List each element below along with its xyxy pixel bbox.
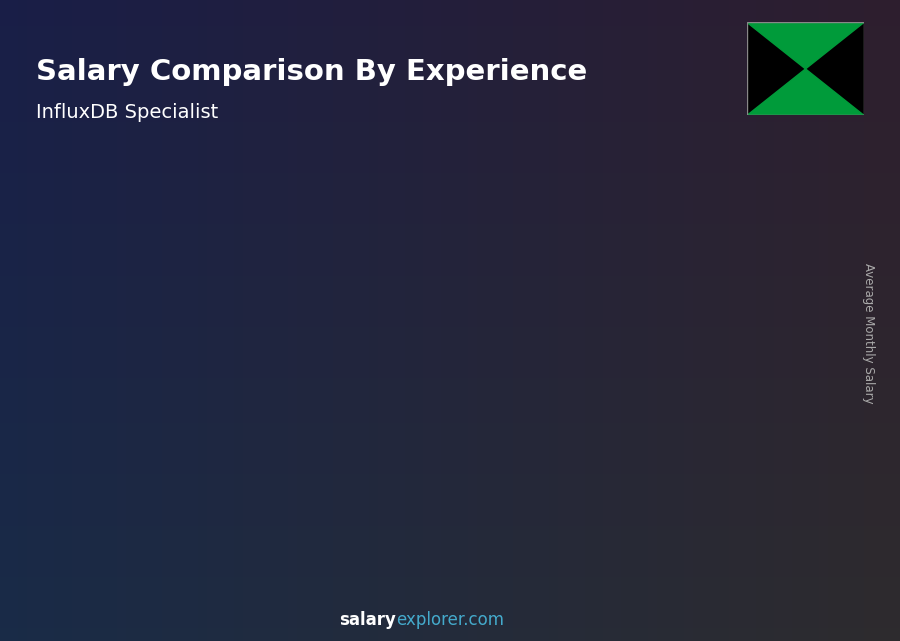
- Polygon shape: [744, 156, 757, 554]
- Polygon shape: [388, 343, 400, 554]
- Polygon shape: [446, 298, 449, 554]
- Bar: [207, 429, 269, 554]
- Polygon shape: [269, 413, 281, 554]
- Polygon shape: [446, 282, 518, 298]
- Polygon shape: [747, 22, 806, 115]
- Polygon shape: [626, 221, 637, 554]
- Polygon shape: [564, 238, 568, 554]
- Text: 0 JMD: 0 JMD: [223, 394, 261, 407]
- Text: salary: salary: [339, 611, 396, 629]
- Polygon shape: [326, 343, 400, 359]
- Bar: [564, 238, 625, 554]
- Text: 0 JMD: 0 JMD: [342, 324, 380, 337]
- Polygon shape: [150, 464, 162, 554]
- Text: 0 JMD: 0 JMD: [698, 138, 736, 151]
- Polygon shape: [207, 429, 211, 554]
- Polygon shape: [207, 413, 281, 429]
- Polygon shape: [507, 282, 518, 554]
- Text: Average Monthly Salary: Average Monthly Salary: [862, 263, 875, 404]
- Text: 0 JMD: 0 JMD: [461, 263, 499, 276]
- Polygon shape: [564, 221, 637, 238]
- Text: +nan%: +nan%: [170, 360, 236, 378]
- Text: explorer.com: explorer.com: [396, 611, 504, 629]
- Text: 0 JMD: 0 JMD: [580, 203, 617, 216]
- Text: Salary Comparison By Experience: Salary Comparison By Experience: [36, 58, 587, 86]
- Bar: [446, 298, 507, 554]
- Polygon shape: [683, 172, 687, 554]
- Text: +nan%: +nan%: [409, 220, 473, 238]
- Polygon shape: [683, 156, 757, 172]
- Polygon shape: [88, 464, 162, 480]
- Text: 0 JMD: 0 JMD: [104, 445, 142, 458]
- Polygon shape: [747, 22, 864, 69]
- Polygon shape: [747, 69, 864, 115]
- Text: +nan%: +nan%: [290, 285, 355, 303]
- Bar: [683, 172, 744, 554]
- Bar: [326, 359, 388, 554]
- Bar: [88, 480, 150, 554]
- Polygon shape: [806, 22, 864, 115]
- Polygon shape: [88, 480, 93, 554]
- Text: InfluxDB Specialist: InfluxDB Specialist: [36, 103, 218, 122]
- Text: +nan%: +nan%: [527, 154, 592, 172]
- Polygon shape: [326, 359, 330, 554]
- Text: +nan%: +nan%: [646, 85, 711, 103]
